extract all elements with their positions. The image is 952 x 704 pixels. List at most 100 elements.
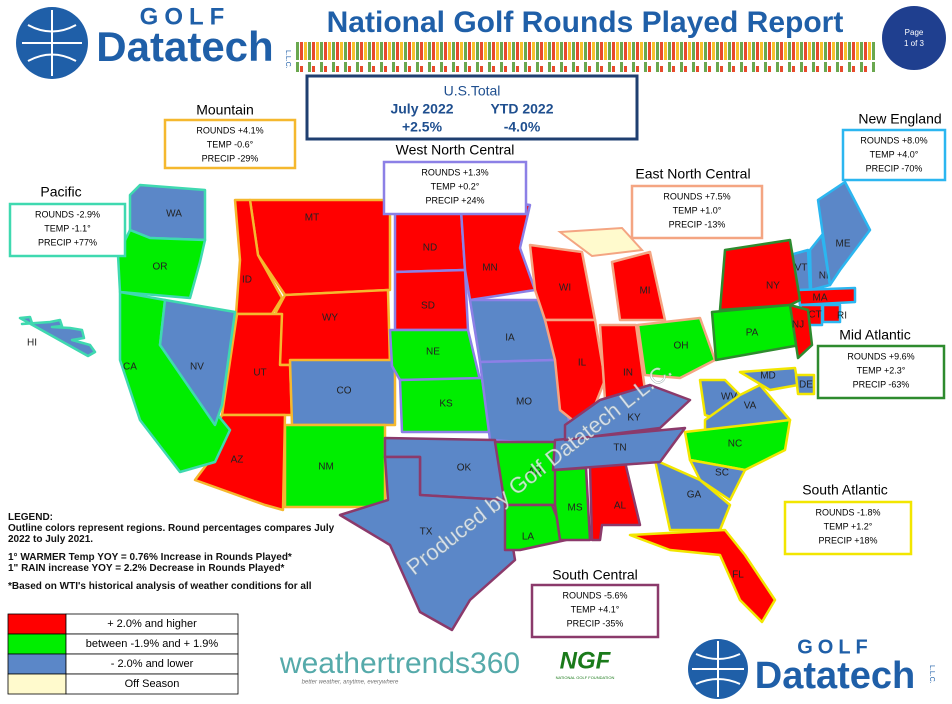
- ngf-full: NATIONAL GOLF FOUNDATION: [556, 675, 615, 680]
- region-name: New England: [858, 111, 941, 127]
- state-label: NC: [728, 439, 742, 450]
- report-title: National Golf Rounds Played Report: [327, 6, 844, 39]
- state: [283, 423, 387, 509]
- state-label: SC: [715, 468, 729, 479]
- region-rounds: ROUNDS -1.8%: [815, 507, 880, 517]
- region-rounds: ROUNDS +9.6%: [847, 351, 914, 361]
- legend: + 2.0% and higher between -1.9% and + 1.9…: [7, 613, 239, 695]
- region-box: [163, 118, 297, 170]
- region-box: [530, 583, 660, 639]
- region-name: Mid Atlantic: [839, 327, 911, 343]
- region-rounds: ROUNDS +7.5%: [663, 191, 730, 201]
- state: [233, 198, 284, 316]
- state-label: GA: [687, 490, 702, 501]
- region-boxes: Mountain ROUNDS +4.1% TEMP -0.6° PRECIP -29…: [8, 102, 947, 639]
- state: [503, 503, 568, 552]
- state-label: SD: [421, 301, 435, 312]
- state-label: MA: [813, 293, 828, 304]
- state-label: IL: [578, 358, 587, 369]
- state-label: OK: [457, 463, 472, 474]
- state-label: MN: [482, 263, 498, 274]
- state: [794, 373, 816, 396]
- state-label: IA: [505, 333, 515, 344]
- us-total-month-value: +2.5%: [402, 119, 443, 135]
- legend-title: LEGEND:: [8, 512, 53, 523]
- region-temp: TEMP +1.2°: [824, 521, 873, 531]
- state: [788, 303, 814, 360]
- title-pattern: [296, 42, 876, 72]
- region-box: [783, 500, 913, 556]
- state: [653, 458, 732, 532]
- ngf-logo: NGF: [560, 647, 612, 674]
- state-label: TN: [613, 443, 626, 454]
- state-label: CT: [808, 310, 821, 321]
- state-label: VT: [795, 263, 808, 274]
- region-box: [816, 344, 946, 400]
- us-total-ytd-value: -4.0%: [504, 119, 541, 135]
- region-name: South Central: [552, 567, 638, 583]
- state-label: NV: [190, 362, 204, 373]
- region-name: Mountain: [196, 102, 254, 118]
- logo-bottom: GOLF Datatech L.L.C.: [688, 636, 935, 699]
- state-label: NH: [819, 271, 833, 282]
- page-number: 1 of 3: [904, 39, 925, 48]
- state: [338, 455, 517, 632]
- state-label: LA: [522, 532, 535, 543]
- state: [688, 458, 747, 502]
- state-label: ID: [242, 275, 252, 286]
- legend-note: 1° WARMER Temp YOY = 0.76% Increase in R…: [8, 552, 292, 563]
- state-label: AL: [614, 501, 627, 512]
- state: [628, 528, 777, 624]
- region-rounds: ROUNDS +4.1%: [196, 125, 263, 135]
- region-rounds: ROUNDS -5.6%: [562, 590, 627, 600]
- state-label: TX: [420, 527, 433, 538]
- region-temp: TEMP -0.6°: [207, 139, 254, 149]
- state-label: MO: [516, 397, 532, 408]
- region-name: East North Central: [635, 166, 750, 182]
- state: [563, 383, 692, 442]
- legend-note: *Based on WTI's historical analysis of w…: [8, 581, 312, 592]
- logo-golf: GOLF: [140, 3, 231, 30]
- state-label: NY: [766, 281, 780, 292]
- state-label: ND: [423, 243, 437, 254]
- state-label: NE: [426, 347, 440, 358]
- state-label: FL: [732, 570, 744, 581]
- state: [821, 303, 842, 324]
- state-label: WY: [322, 313, 338, 324]
- state-label: HI: [27, 338, 37, 349]
- state: [18, 315, 97, 358]
- region-name: South Atlantic: [802, 482, 888, 498]
- logo-golf: GOLF: [797, 636, 873, 658]
- state: [718, 238, 802, 312]
- state-label: WA: [166, 209, 182, 220]
- state-label: MS: [568, 503, 583, 514]
- region-temp: TEMP +0.2°: [431, 181, 480, 191]
- legend-swatch: [7, 633, 67, 655]
- state-label: WV: [721, 392, 737, 403]
- weathertrends-tagline: better weather, anytime, everywhere: [302, 680, 399, 686]
- logo-top: GOLF Datatech L.L.C.: [16, 3, 291, 79]
- page-badge: [882, 6, 946, 70]
- legend-text: LEGEND: Outline colors represent regions…: [8, 512, 353, 599]
- us-total-box: [305, 74, 639, 141]
- region-precip: PRECIP +18%: [818, 535, 877, 545]
- legend-cell: [65, 673, 239, 695]
- legend-swatch: [7, 673, 67, 695]
- logo-llc: L.L.C.: [928, 665, 935, 684]
- legend-label: + 2.0% and higher: [107, 618, 197, 630]
- legend-description: Outline colors represent regions. Round …: [8, 523, 335, 545]
- state-label: AZ: [231, 455, 244, 466]
- state-label: MD: [760, 371, 776, 382]
- legend-swatch: [7, 653, 67, 675]
- off-season-area: [557, 226, 645, 258]
- state-label: KS: [439, 399, 453, 410]
- region-box: [841, 128, 947, 182]
- region-precip: PRECIP -70%: [866, 163, 923, 173]
- state-label: PA: [746, 328, 759, 339]
- state: [636, 316, 717, 380]
- region-name: West North Central: [396, 142, 515, 158]
- region-temp: TEMP +1.0°: [673, 205, 722, 215]
- region-temp: TEMP -1.1°: [44, 223, 91, 233]
